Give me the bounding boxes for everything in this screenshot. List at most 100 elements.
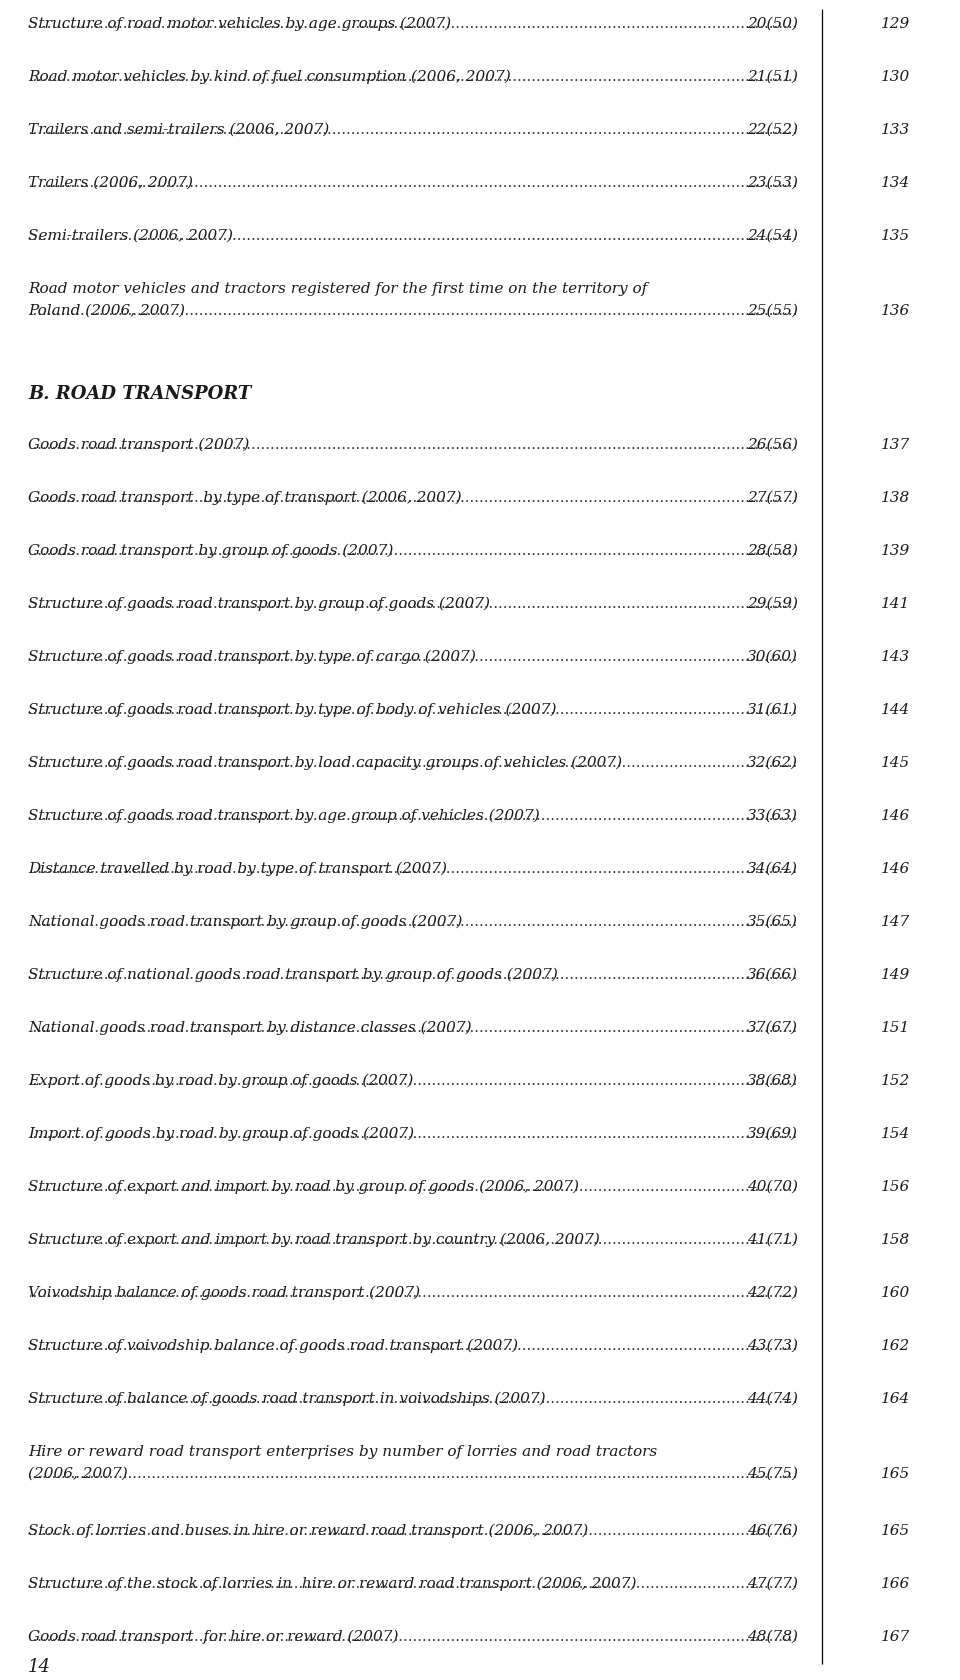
Text: 134: 134 [880,176,910,190]
Text: Structure of national goods road transport by group of goods (2007): Structure of national goods road transpo… [28,968,558,981]
Text: 48(78): 48(78) [747,1630,798,1643]
Text: 35(65): 35(65) [747,914,798,929]
Text: 136: 136 [880,304,910,318]
Text: ................................................................................: ........................................… [0,1391,960,1404]
Text: 36(66): 36(66) [747,968,798,981]
Text: 40(70): 40(70) [747,1179,798,1193]
Text: 28(58): 28(58) [747,544,798,558]
Text: 38(68): 38(68) [747,1074,798,1087]
Text: 24(54): 24(54) [747,228,798,244]
Text: Structure of goods road transport by type of body of vehicles (2007): Structure of goods road transport by typ… [28,702,557,717]
Text: ................................................................................: ........................................… [0,176,960,190]
Text: ................................................................................: ........................................… [0,1179,960,1193]
Text: Structure of export and import by road transport by country (2006, 2007): Structure of export and import by road t… [28,1231,600,1247]
Text: 129: 129 [880,17,910,30]
Text: 164: 164 [880,1391,910,1404]
Text: Trailers (2006, 2007): Trailers (2006, 2007) [28,176,193,190]
Text: ................................................................................: ........................................… [0,702,960,717]
Text: ................................................................................: ........................................… [0,1467,960,1480]
Text: Goods road transport  for hire or reward (2007): Goods road transport for hire or reward … [28,1630,398,1643]
Text: 41(71): 41(71) [747,1231,798,1247]
Text: Voivodship balance of goods road transport (2007): Voivodship balance of goods road transpo… [28,1285,420,1300]
Text: 31(61): 31(61) [747,702,798,717]
Text: ................................................................................: ........................................… [0,914,960,929]
Text: 25(55): 25(55) [747,304,798,318]
Text: ................................................................................: ........................................… [0,1231,960,1247]
Text: 21(51): 21(51) [747,71,798,84]
Text: ................................................................................: ........................................… [0,304,960,318]
Text: 149: 149 [880,968,910,981]
Text: 45(75): 45(75) [747,1467,798,1480]
Text: Goods road transport by group of goods (2007): Goods road transport by group of goods (… [28,544,394,558]
Text: Trailers and semi-trailers (2006, 2007): Trailers and semi-trailers (2006, 2007) [28,123,329,136]
Text: 23(53): 23(53) [747,176,798,190]
Text: ................................................................................: ........................................… [0,1020,960,1035]
Text: 46(76): 46(76) [747,1524,798,1537]
Text: 146: 146 [880,862,910,875]
Text: Semi-trailers (2006, 2007): Semi-trailers (2006, 2007) [28,228,233,244]
Text: ................................................................................: ........................................… [0,491,960,504]
Text: ................................................................................: ........................................… [0,756,960,769]
Text: 133: 133 [880,123,910,136]
Text: 166: 166 [880,1576,910,1589]
Text: ................................................................................: ........................................… [0,228,960,244]
Text: ................................................................................: ........................................… [0,1339,960,1352]
Text: 20(50): 20(50) [747,17,798,30]
Text: 130: 130 [880,71,910,84]
Text: ................................................................................: ........................................… [0,1126,960,1141]
Text: 138: 138 [880,491,910,504]
Text: Import of goods by road by group of goods (2007): Import of goods by road by group of good… [28,1126,414,1141]
Text: ................................................................................: ........................................… [0,1074,960,1087]
Text: ................................................................................: ........................................… [0,1285,960,1299]
Text: ................................................................................: ........................................… [0,968,960,981]
Text: Goods road transport (2007): Goods road transport (2007) [28,438,250,452]
Text: ................................................................................: ........................................… [0,862,960,875]
Text: 42(72): 42(72) [747,1285,798,1299]
Text: Goods road transport  by type of transport (2006, 2007): Goods road transport by type of transpor… [28,491,462,506]
Text: 147: 147 [880,914,910,929]
Text: 43(73): 43(73) [747,1339,798,1352]
Text: 165: 165 [880,1467,910,1480]
Text: ................................................................................: ........................................… [0,650,960,664]
Text: ................................................................................: ........................................… [0,1576,960,1589]
Text: Structure of goods road transport by group of goods (2007): Structure of goods road transport by gro… [28,596,490,612]
Text: 137: 137 [880,438,910,452]
Text: 145: 145 [880,756,910,769]
Text: Road motor vehicles by kind of fuel consumption (2006, 2007): Road motor vehicles by kind of fuel cons… [28,71,511,84]
Text: Structure of balance of goods road transport in voivodships (2007): Structure of balance of goods road trans… [28,1391,545,1406]
Text: Structure of export and import by road by group of goods (2006, 2007): Structure of export and import by road b… [28,1179,579,1194]
Text: 29(59): 29(59) [747,596,798,610]
Text: 158: 158 [880,1231,910,1247]
Text: Export of goods by road by group of goods (2007): Export of goods by road by group of good… [28,1074,414,1087]
Text: 30(60): 30(60) [747,650,798,664]
Text: Stock of lorries and buses in hire or reward road transport (2006, 2007): Stock of lorries and buses in hire or re… [28,1524,588,1537]
Text: ................................................................................: ........................................… [0,1524,960,1537]
Text: 39(69): 39(69) [747,1126,798,1141]
Text: ................................................................................: ........................................… [0,544,960,558]
Text: (2006, 2007): (2006, 2007) [28,1467,128,1480]
Text: ................................................................................: ........................................… [0,1630,960,1643]
Text: 14: 14 [28,1656,51,1675]
Text: Road motor vehicles and tractors registered for the first time on the territory : Road motor vehicles and tractors registe… [28,282,647,296]
Text: ................................................................................: ........................................… [0,17,960,30]
Text: Structure of goods road transport by age group of vehicles (2007): Structure of goods road transport by age… [28,808,540,823]
Text: Structure of goods road transport by load capacity groups of vehicles (2007): Structure of goods road transport by loa… [28,756,622,769]
Text: 34(64): 34(64) [747,862,798,875]
Text: 165: 165 [880,1524,910,1537]
Text: 32(62): 32(62) [747,756,798,769]
Text: 139: 139 [880,544,910,558]
Text: 44(74): 44(74) [747,1391,798,1404]
Text: 26(56): 26(56) [747,438,798,452]
Text: Poland (2006, 2007): Poland (2006, 2007) [28,304,185,318]
Text: National goods road transport by distance classes (2007): National goods road transport by distanc… [28,1020,471,1035]
Text: B. ROAD TRANSPORT: B. ROAD TRANSPORT [28,385,252,403]
Text: 152: 152 [880,1074,910,1087]
Text: Structure of road motor vehicles by age groups (2007): Structure of road motor vehicles by age … [28,17,451,32]
Text: 167: 167 [880,1630,910,1643]
Text: 33(63): 33(63) [747,808,798,823]
Text: ................................................................................: ........................................… [0,438,960,452]
Text: 141: 141 [880,596,910,610]
Text: 144: 144 [880,702,910,717]
Text: 160: 160 [880,1285,910,1299]
Text: 47(77): 47(77) [747,1576,798,1589]
